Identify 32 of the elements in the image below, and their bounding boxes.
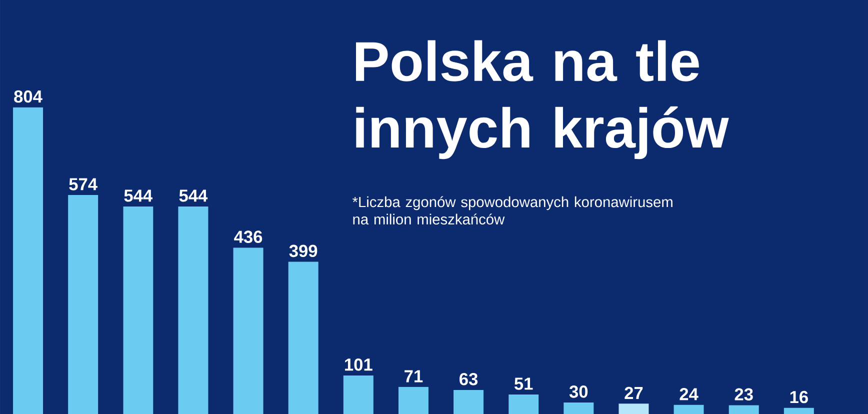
bar — [674, 404, 704, 414]
bar — [288, 262, 318, 414]
bar — [454, 390, 484, 414]
chart-title: Polska na tle innych krajów — [356, 40, 729, 160]
data-label: 63 — [460, 372, 478, 386]
data-label: 544 — [124, 190, 153, 202]
bar — [233, 248, 264, 414]
bar — [508, 394, 539, 414]
data-label: 71 — [404, 370, 423, 382]
bar — [564, 402, 594, 414]
data-label: 436 — [234, 230, 262, 243]
data-label: 27 — [624, 386, 643, 399]
bar — [123, 206, 154, 414]
bar — [784, 408, 814, 414]
bar — [178, 206, 208, 414]
data-label: 51 — [514, 378, 533, 390]
data-label: 101 — [345, 358, 372, 371]
bar — [68, 195, 98, 414]
bar — [343, 375, 374, 414]
data-label: 30 — [569, 386, 588, 398]
data-label: 544 — [179, 190, 208, 202]
bar — [13, 107, 44, 414]
data-label: 16 — [790, 390, 808, 404]
data-label: 804 — [14, 90, 42, 103]
data-label: 23 — [734, 388, 753, 400]
bar — [618, 404, 649, 414]
text: *Liczba zgonów spowodowanych koronawirusem na milion mieszkańców — [352, 196, 672, 225]
data-label: 574 — [69, 178, 98, 190]
bar — [398, 386, 428, 414]
data-label: 399 — [289, 244, 318, 258]
data-label: 24 — [680, 388, 698, 400]
bar — [728, 405, 759, 414]
